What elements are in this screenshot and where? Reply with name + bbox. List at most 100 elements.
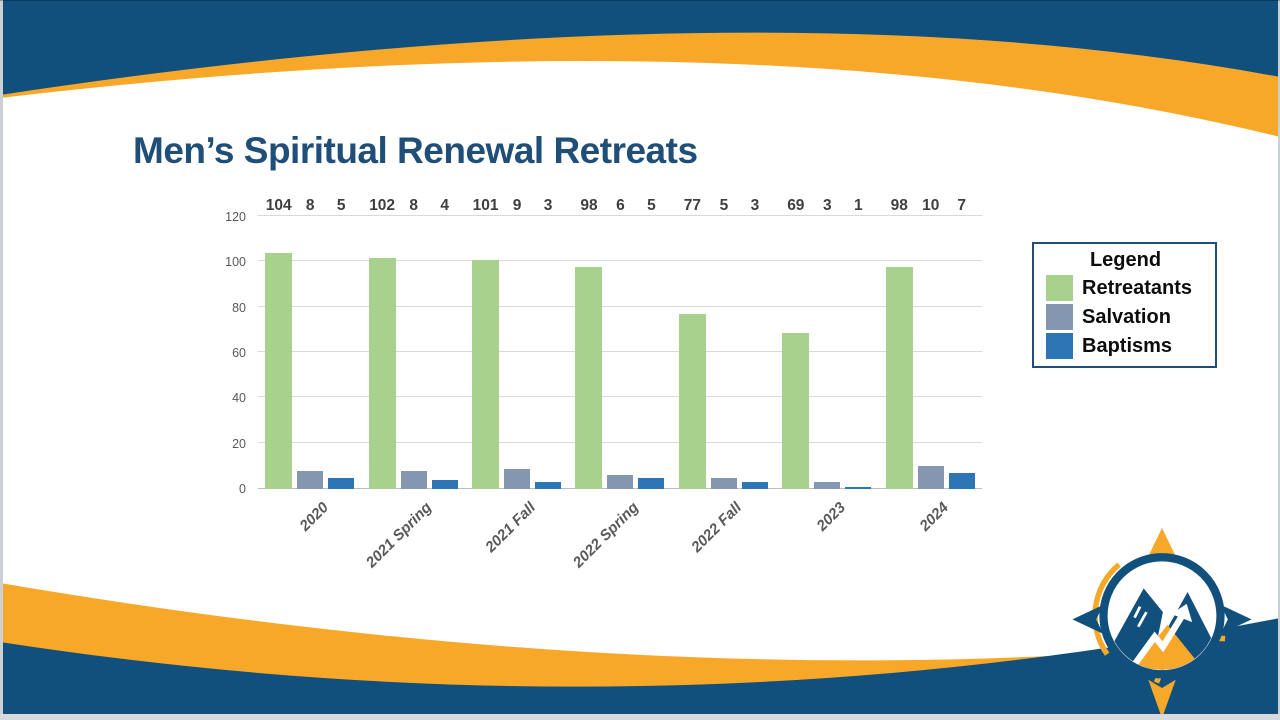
- y-axis-tick-label: 80: [232, 300, 246, 315]
- bar-wrap: 3: [741, 197, 768, 489]
- bar-wrap: 5: [328, 197, 355, 489]
- bar-wrap: 8: [297, 197, 324, 489]
- slide-edge-left: [0, 0, 3, 720]
- x-axis-label: 2022 Fall: [688, 499, 746, 556]
- bar-value-label: 10: [922, 196, 940, 214]
- x-axis-label: 2021 Fall: [481, 499, 539, 556]
- y-axis-tick-label: 120: [225, 210, 246, 224]
- bar-baptisms: [845, 486, 872, 489]
- bar-wrap: 98: [885, 197, 913, 489]
- bar-baptisms: [328, 477, 355, 489]
- bar-retreatants: [472, 260, 500, 489]
- chart-legend: Legend Retreatants Salvation Baptisms: [1032, 242, 1217, 368]
- slide-edge-bottom: [0, 714, 1280, 720]
- bar-value-label: 8: [305, 196, 315, 214]
- bar-group-2020: 104 8 5: [258, 197, 361, 489]
- legend-swatch-salvation: [1046, 303, 1073, 330]
- bar-wrap: 4: [431, 197, 458, 489]
- bar-value-label: 5: [647, 196, 656, 214]
- bar-wrap: 77: [678, 197, 706, 489]
- bar-wrap: 9: [504, 197, 531, 489]
- legend-label: Retreatants: [1082, 276, 1193, 299]
- bar-value-label: 3: [543, 196, 553, 214]
- bar-value-label: 1: [854, 196, 863, 214]
- bar-baptisms: [948, 473, 975, 489]
- bar-value-label: 7: [957, 196, 967, 214]
- legend-label: Salvation: [1082, 305, 1171, 328]
- x-axis-label: 2024: [916, 499, 953, 535]
- bar-baptisms: [535, 482, 562, 489]
- bar-wrap: 69: [782, 197, 810, 489]
- bar-wrap: 5: [710, 197, 737, 489]
- bar-baptisms: [741, 482, 768, 489]
- bar-wrap: 101: [472, 197, 500, 489]
- bar-group-2021-fall: 101 9 3: [465, 197, 568, 489]
- bar-value-label: 102: [369, 196, 396, 214]
- bar-salvation: [504, 468, 531, 489]
- bar-wrap: 6: [607, 197, 634, 489]
- bar-group-2022-spring: 98 6 5: [568, 197, 671, 489]
- bar-salvation: [917, 466, 944, 489]
- bar-group-2024: 98 10 7: [879, 197, 982, 489]
- slide-title: Men’s Spiritual Renewal Retreats: [133, 130, 698, 171]
- bar-wrap: 10: [917, 197, 944, 489]
- bar-wrap: 98: [575, 197, 603, 489]
- bar-retreatants: [885, 266, 913, 489]
- bar-value-label: 4: [440, 196, 449, 214]
- bar-value-label: 98: [890, 196, 908, 214]
- slide-edge-right: [1278, 0, 1280, 720]
- bar-value-label: 104: [265, 196, 292, 214]
- bar-wrap: 1: [845, 197, 872, 489]
- bar-group-2023: 69 3 1: [775, 197, 878, 489]
- bar-wrap: 5: [638, 197, 665, 489]
- slide-edge-top: [0, 0, 1280, 1]
- bar-retreatants: [678, 314, 706, 489]
- legend-item-baptisms: Baptisms: [1046, 331, 1205, 360]
- mountain-compass-logo-icon: [1072, 528, 1252, 719]
- bar-wrap: 102: [368, 197, 396, 489]
- bar-group-2022-fall: 77 5 3: [672, 197, 775, 489]
- legend-item-retreatants: Retreatants: [1046, 273, 1205, 302]
- bar-value-label: 3: [750, 196, 760, 214]
- legend-swatch-baptisms: [1046, 332, 1073, 359]
- bar-value-label: 3: [823, 196, 832, 214]
- bar-value-label: 101: [472, 196, 499, 214]
- bar-value-label: 98: [580, 196, 598, 214]
- bar-retreatants: [368, 257, 396, 489]
- bar-retreatants: [265, 253, 293, 489]
- bar-value-label: 5: [336, 196, 346, 214]
- bar-value-label: 5: [719, 196, 729, 214]
- gridline: [258, 396, 982, 398]
- bar-baptisms: [638, 477, 665, 489]
- bar-series-area: 104 8 5 102 8 4 101 9 3 98 6 5 77 5 3 69 3 1 98 10 7: [258, 197, 982, 489]
- legend-item-salvation: Salvation: [1046, 302, 1205, 331]
- bar-group-2021-spring: 102 8 4: [361, 197, 464, 489]
- bar-value-label: 9: [512, 196, 522, 214]
- gridline: [258, 305, 982, 307]
- bar-value-label: 69: [787, 196, 805, 214]
- y-axis-tick-label: 60: [232, 346, 246, 360]
- gridline: [258, 351, 982, 352]
- bar-wrap: 7: [948, 197, 975, 489]
- bar-wrap: 3: [535, 197, 562, 489]
- bar-value-label: 77: [683, 196, 702, 214]
- y-axis-tick-label: 100: [225, 255, 246, 270]
- bar-retreatants: [782, 332, 810, 489]
- bar-salvation: [814, 482, 841, 489]
- bar-value-label: 6: [616, 196, 625, 214]
- bar-wrap: 3: [814, 197, 841, 489]
- bar-salvation: [297, 470, 324, 489]
- legend-swatch-retreatants: [1046, 274, 1073, 301]
- x-axis-label: 2022 Spring: [569, 499, 643, 572]
- bar-salvation: [607, 475, 634, 489]
- bar-retreatants: [575, 266, 603, 489]
- bar-baptisms: [431, 479, 458, 489]
- legend-label: Baptisms: [1082, 334, 1173, 357]
- y-axis-tick-label: 20: [232, 436, 246, 451]
- bar-value-label: 8: [409, 196, 418, 214]
- bar-salvation: [710, 477, 737, 489]
- bar-wrap: 104: [265, 197, 293, 489]
- x-axis-label: 2023: [813, 499, 849, 535]
